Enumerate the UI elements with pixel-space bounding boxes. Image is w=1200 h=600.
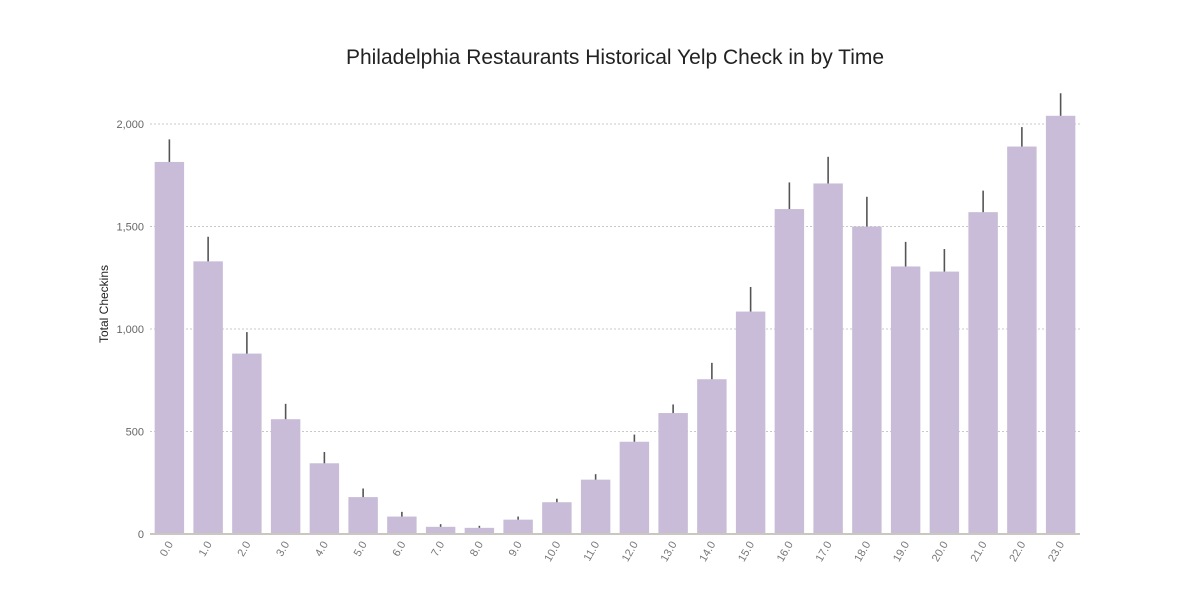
x-tick-label: 18.0 <box>852 540 873 565</box>
y-tick-label: 1,000 <box>116 324 144 336</box>
error-bars <box>168 93 1062 528</box>
x-tick-label: 17.0 <box>814 540 835 565</box>
x-tick-label: 1.0 <box>197 540 215 559</box>
chart-title: Philadelphia Restaurants Historical Yelp… <box>346 46 884 69</box>
bar-8.0 <box>464 527 495 534</box>
x-tick-label: 23.0 <box>1046 540 1067 565</box>
bar-1.0 <box>193 261 223 534</box>
y-tick-label: 1,500 <box>116 222 144 234</box>
bar-0.0 <box>154 161 185 535</box>
y-axis-label: Total Checkins <box>97 265 111 343</box>
x-tick-label: 8.0 <box>468 540 486 559</box>
x-tick-label: 19.0 <box>891 540 912 565</box>
bar-20.0 <box>929 271 960 534</box>
x-tick-label: 6.0 <box>390 540 408 559</box>
gridlines <box>150 123 1080 432</box>
x-tick-label: 0.0 <box>158 540 176 559</box>
x-tick-label: 5.0 <box>352 540 370 559</box>
bar-11.0 <box>580 479 611 534</box>
bar-5.0 <box>348 497 378 534</box>
y-tick-label: 2,000 <box>116 119 144 131</box>
bar-23.0 <box>1045 115 1076 535</box>
x-tick-label: 4.0 <box>313 540 331 559</box>
x-tick-label: 12.0 <box>620 540 641 565</box>
y-tick-label: 0 <box>138 529 144 541</box>
bar-9.0 <box>503 519 533 534</box>
bar-4.0 <box>309 463 340 534</box>
x-tick-label: 10.0 <box>542 540 563 565</box>
bar-6.0 <box>387 516 417 534</box>
x-tick-label: 11.0 <box>582 540 603 564</box>
x-tick-label: 13.0 <box>659 540 680 565</box>
y-axis-ticks: 0 500 1,000 1,500 2,000 <box>116 119 144 541</box>
bar-13.0 <box>658 413 688 534</box>
bar-12.0 <box>619 441 650 534</box>
x-tick-label: 7.0 <box>429 540 447 559</box>
x-tick-label: 20.0 <box>930 540 951 565</box>
bar-21.0 <box>968 212 998 534</box>
bars <box>154 115 1076 535</box>
bar-17.0 <box>813 183 843 534</box>
bar-19.0 <box>890 266 921 534</box>
bar-16.0 <box>774 209 805 534</box>
bar-18.0 <box>852 226 882 534</box>
x-axis-ticks: 0.0 1.0 2.0 3.0 4.0 5.0 6.0 7.0 8.0 9.0 10.0 11.0 12… <box>158 540 1067 565</box>
bar-14.0 <box>697 379 727 534</box>
x-tick-label: 16.0 <box>775 540 796 565</box>
bar-10.0 <box>542 502 572 534</box>
x-tick-label: 3.0 <box>274 540 292 559</box>
bar-3.0 <box>270 419 301 534</box>
bar-7.0 <box>425 526 456 534</box>
bar-22.0 <box>1007 146 1037 535</box>
x-tick-label: 22.0 <box>1007 540 1028 565</box>
x-tick-label: 15.0 <box>736 540 757 565</box>
x-tick-label: 2.0 <box>235 540 253 559</box>
y-tick-label: 500 <box>126 427 144 439</box>
x-tick-label: 14.0 <box>697 540 718 565</box>
bar-15.0 <box>735 311 766 534</box>
bar-2.0 <box>232 353 262 534</box>
x-tick-label: 9.0 <box>507 540 525 559</box>
x-tick-label: 21.0 <box>969 540 990 565</box>
